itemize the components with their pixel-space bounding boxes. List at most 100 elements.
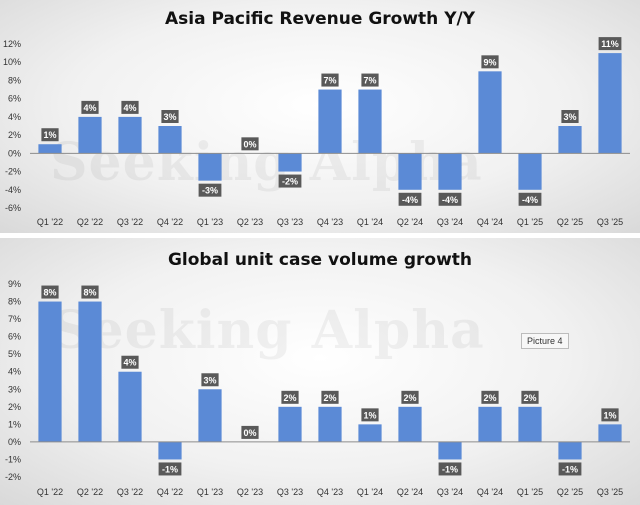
x-tick-label: Q2 '23 [237,487,263,497]
chart-title: Asia Pacific Revenue Growth Y/Y [164,9,476,29]
bar [478,71,502,154]
x-tick-label: Q3 '24 [437,487,463,497]
data-label: 0% [243,428,256,438]
data-label: 1% [603,410,616,420]
data-label: -4% [402,195,418,205]
data-label-box [398,192,422,206]
data-label-box [438,462,462,476]
data-label-box [201,373,219,387]
data-label-box [121,100,139,114]
x-tick-label: Q2 '24 [397,487,423,497]
x-tick-label: Q1 '24 [357,217,383,227]
y-tick-label: 10% [3,57,21,67]
bar [398,153,422,190]
x-tick-label: Q3 '22 [117,487,143,497]
y-tick-label: 7% [8,314,21,324]
bar [478,406,502,442]
bar [198,153,222,181]
data-label-box [241,137,259,151]
data-label-box [81,285,99,299]
data-label-box [481,55,499,69]
data-label: 1% [43,130,56,140]
x-tick-label: Q2 '22 [77,487,103,497]
bar [598,53,622,154]
x-tick-label: Q2 '24 [397,217,423,227]
bar [558,126,582,154]
x-tick-label: Q2 '23 [237,217,263,227]
x-tick-label: Q4 '22 [157,217,183,227]
x-tick-label: Q3 '25 [597,217,623,227]
y-tick-label: 2% [8,402,21,412]
chart-plot-asia-pacific: 12% 10% 8% 6% 4% 2% 0% -2% -4% -6% 1% Q1 '22 4% Q2 '2… [3,37,630,227]
data-label: 3% [203,375,216,385]
data-label-box [81,100,99,114]
data-label-box [361,73,379,87]
data-label: 7% [323,76,336,86]
data-label-box [41,128,59,142]
data-label: -1% [162,464,178,474]
x-tick-label: Q1 '22 [37,487,63,497]
y-tick-label: 0% [8,148,21,158]
y-tick-label: 8% [8,75,21,85]
data-label: -1% [442,464,458,474]
x-tick-label: Q4 '24 [477,217,503,227]
y-tick-label: 2% [8,130,21,140]
data-label: -4% [442,195,458,205]
data-label-box [361,408,379,422]
bar [158,126,182,154]
data-label-box [161,110,179,123]
bar [38,301,62,442]
bar [158,441,182,460]
bar [598,424,622,442]
x-tick-label: Q2 '25 [557,217,583,227]
data-label-box [121,355,139,369]
x-tick-label: Q3 '25 [597,487,623,497]
bar [118,116,142,154]
x-tick-label: Q3 '23 [277,217,303,227]
bar [518,406,542,442]
picture-tag[interactable]: Picture 4 [521,333,569,349]
data-label: 2% [403,393,416,403]
bar [438,441,462,460]
x-tick-label: Q1 '25 [517,217,543,227]
data-label-box [278,174,302,188]
bar [78,116,102,154]
data-label-box [521,390,539,404]
data-label: 2% [483,393,496,403]
data-label: 2% [323,393,336,403]
data-label: -3% [202,186,218,196]
y-tick-label: -2% [5,167,21,177]
data-label: 4% [123,103,136,113]
y-tick-label: 3% [8,384,21,394]
y-tick-label: 12% [3,39,21,49]
data-label-box [481,390,499,404]
data-label: 3% [563,112,576,122]
chart-panel-asia-pacific: Seeking Alpha Asia Pacific Revenue Growt… [0,0,640,233]
x-tick-label: Q4 '23 [317,487,343,497]
bar [558,441,582,460]
data-label: 1% [363,410,376,420]
data-label-box [438,192,462,206]
data-label: 0% [243,139,256,149]
data-label: -2% [282,177,298,187]
y-tick-label: 0% [8,437,21,447]
data-label: -1% [562,464,578,474]
bar [278,153,302,172]
bar [78,301,102,442]
data-label: 2% [523,393,536,403]
data-label-box [158,462,182,476]
bar [438,153,462,190]
y-tick-label: 6% [8,332,21,342]
data-label: 9% [483,57,496,67]
bar [358,424,382,442]
x-tick-label: Q3 '23 [277,487,303,497]
x-tick-label: Q2 '22 [77,217,103,227]
x-tick-label: Q4 '24 [477,487,503,497]
x-tick-label: Q3 '24 [437,217,463,227]
bar [38,144,62,154]
data-label-box [321,390,339,404]
data-label-box [401,390,419,404]
data-label-box [321,73,339,87]
data-label: -4% [522,195,538,205]
x-tick-label: Q1 '24 [357,487,383,497]
